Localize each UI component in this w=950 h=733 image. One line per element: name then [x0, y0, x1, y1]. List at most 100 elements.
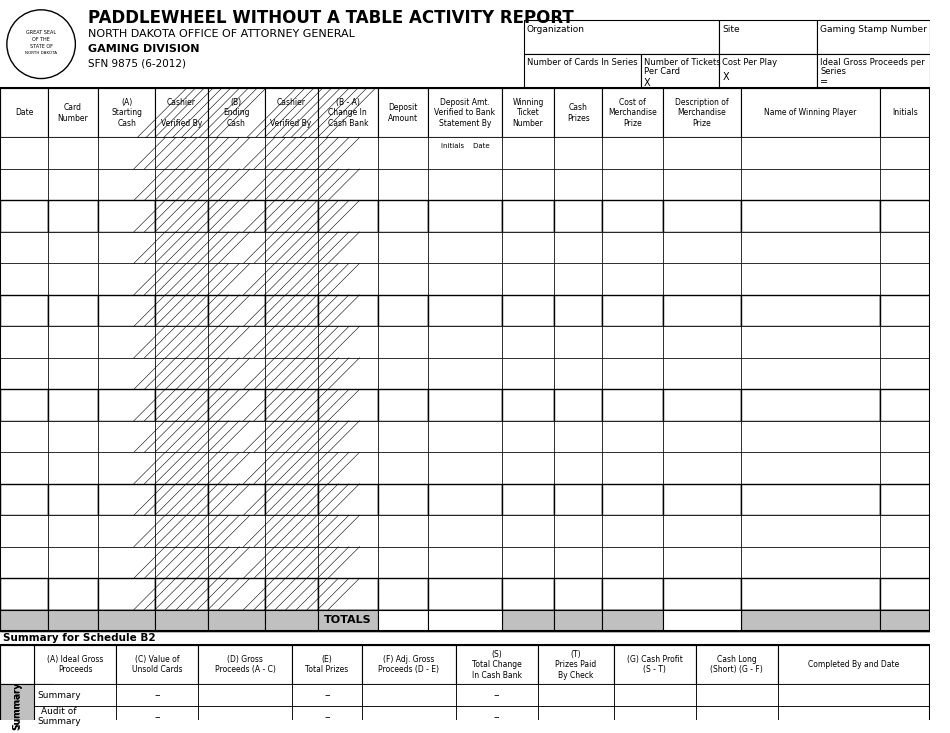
Text: (S)
Total Change
In Cash Bank: (S) Total Change In Cash Bank: [472, 649, 522, 679]
Bar: [741, 484, 880, 515]
Bar: [0, 610, 930, 631]
Bar: [208, 263, 265, 295]
Text: Cost of
Merchandise
Prize: Cost of Merchandise Prize: [608, 98, 657, 128]
Bar: [602, 326, 663, 358]
Bar: [502, 138, 555, 169]
Bar: [155, 138, 208, 169]
Bar: [741, 515, 880, 547]
Bar: [502, 547, 555, 578]
Text: –: –: [324, 690, 330, 700]
Bar: [555, 421, 602, 452]
Text: Number of Cards In Series: Number of Cards In Series: [526, 58, 637, 67]
Bar: [614, 685, 695, 706]
Text: Name of Winning Player: Name of Winning Player: [764, 108, 856, 117]
Bar: [502, 263, 555, 295]
Bar: [502, 515, 555, 547]
Bar: [880, 578, 930, 610]
Bar: [208, 138, 265, 169]
Bar: [265, 389, 317, 421]
Bar: [265, 421, 317, 452]
Text: –: –: [155, 712, 160, 722]
Bar: [378, 610, 428, 631]
Bar: [555, 389, 602, 421]
Bar: [538, 645, 614, 685]
Bar: [208, 232, 265, 263]
Bar: [265, 263, 317, 295]
Bar: [48, 547, 98, 578]
Bar: [502, 610, 555, 631]
Bar: [265, 515, 317, 547]
Bar: [663, 169, 741, 200]
Bar: [555, 484, 602, 515]
Bar: [741, 547, 880, 578]
Bar: [602, 515, 663, 547]
Bar: [265, 578, 317, 610]
Bar: [155, 358, 208, 389]
Bar: [555, 578, 602, 610]
Bar: [48, 358, 98, 389]
Bar: [378, 169, 428, 200]
Text: Completed By and Date: Completed By and Date: [808, 660, 900, 669]
Bar: [502, 389, 555, 421]
Bar: [741, 389, 880, 421]
Bar: [98, 484, 155, 515]
Bar: [317, 358, 378, 389]
Bar: [428, 389, 502, 421]
Bar: [98, 389, 155, 421]
Bar: [523, 54, 641, 89]
Bar: [378, 452, 428, 484]
Bar: [502, 484, 555, 515]
Bar: [317, 200, 378, 232]
Text: NORTH DAKOTA: NORTH DAKOTA: [25, 51, 57, 55]
Bar: [456, 706, 538, 728]
Bar: [317, 232, 378, 263]
Bar: [362, 706, 456, 728]
Bar: [538, 685, 614, 706]
Text: Cashier

Verified By: Cashier Verified By: [161, 98, 202, 128]
Bar: [0, 706, 54, 728]
Bar: [317, 326, 378, 358]
Bar: [265, 610, 317, 631]
Bar: [155, 232, 208, 263]
Bar: [555, 452, 602, 484]
Bar: [880, 358, 930, 389]
Bar: [0, 295, 48, 326]
Bar: [555, 547, 602, 578]
Bar: [602, 358, 663, 389]
Bar: [880, 389, 930, 421]
Text: Audit of
Summary: Audit of Summary: [37, 707, 81, 726]
Bar: [880, 484, 930, 515]
Bar: [428, 326, 502, 358]
Bar: [880, 295, 930, 326]
Bar: [317, 515, 378, 547]
Bar: [502, 421, 555, 452]
Bar: [155, 389, 208, 421]
Bar: [265, 169, 317, 200]
Bar: [523, 20, 719, 54]
Bar: [428, 358, 502, 389]
Bar: [641, 54, 719, 89]
Bar: [602, 295, 663, 326]
Bar: [34, 645, 116, 685]
Bar: [880, 263, 930, 295]
Bar: [378, 358, 428, 389]
Text: (E)
Total Prizes: (E) Total Prizes: [305, 655, 349, 674]
Bar: [0, 578, 48, 610]
Bar: [502, 232, 555, 263]
Bar: [378, 578, 428, 610]
Bar: [663, 610, 741, 631]
Bar: [695, 685, 778, 706]
Text: (B - A)
Change In
Cash Bank: (B - A) Change In Cash Bank: [328, 98, 368, 128]
Bar: [0, 200, 48, 232]
Bar: [614, 645, 695, 685]
Bar: [428, 263, 502, 295]
Bar: [880, 169, 930, 200]
Bar: [98, 200, 155, 232]
Bar: [502, 326, 555, 358]
Bar: [428, 169, 502, 200]
Text: Cost Per Play: Cost Per Play: [722, 58, 777, 67]
Bar: [155, 326, 208, 358]
Bar: [98, 358, 155, 389]
Bar: [265, 358, 317, 389]
Bar: [98, 578, 155, 610]
